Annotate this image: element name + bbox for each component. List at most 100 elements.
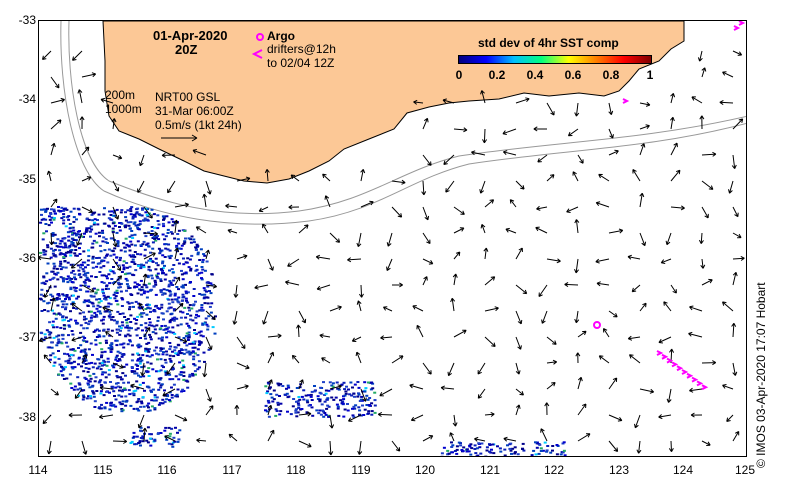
sst-cell-0 [189, 318, 193, 321]
sst-cell-0 [113, 297, 117, 300]
sst-cell-0 [163, 256, 167, 258]
sst-cell-0 [84, 279, 88, 282]
sst-cell-0 [205, 281, 209, 284]
sst-cell-0 [47, 330, 51, 333]
sst-cell-0 [199, 330, 203, 333]
current-arrow [699, 115, 705, 130]
sst-cell-0 [48, 358, 52, 361]
sst-cell-0 [163, 264, 166, 267]
sst-cell-0 [49, 256, 53, 259]
sst-cell-1 [279, 410, 283, 413]
sst-cell-0 [179, 316, 183, 319]
sst-cell-1 [327, 414, 331, 417]
sst-cell-0 [124, 211, 127, 214]
sst-cell-0 [187, 335, 191, 337]
sst-cell-0 [92, 239, 96, 242]
sst-cell-0 [146, 208, 150, 211]
sst-cell-0 [191, 372, 194, 375]
sst-cell-0 [133, 281, 137, 284]
sst-cell-0 [81, 394, 85, 397]
sst-cell-0 [72, 360, 76, 363]
sst-cell-0 [83, 350, 87, 353]
sst-cell-0 [176, 233, 180, 235]
sst-cell-1 [337, 414, 341, 417]
sst-cell-0 [190, 342, 194, 345]
sst-cell-0 [177, 229, 181, 232]
sst-cell-0 [189, 238, 193, 241]
sst-cell-0 [105, 310, 108, 313]
sst-cell-0 [168, 391, 172, 394]
sst-cell-0 [53, 272, 57, 275]
current-arrow [111, 118, 117, 130]
sst-cell-0 [140, 400, 143, 403]
sst-cell-0 [63, 327, 66, 330]
sst-cell-0 [79, 324, 83, 327]
sst-cell-0 [87, 249, 90, 252]
sst-cell-0 [179, 310, 183, 313]
current-arrow [450, 297, 456, 312]
sst-cell-0 [193, 352, 197, 355]
drifter-track-point [686, 372, 694, 379]
sst-cell-0 [82, 280, 86, 283]
sst-cell-4 [78, 233, 82, 236]
sst-cell-0 [82, 370, 86, 373]
sst-cell-0 [63, 318, 66, 321]
current-arrow [291, 354, 300, 364]
sst-cell-0 [82, 318, 86, 321]
sst-cell-4 [40, 218, 44, 221]
current-arrow [386, 232, 393, 247]
sst-cell-0 [62, 378, 66, 380]
sst-cell-0 [176, 343, 180, 346]
sst-cell-0 [156, 214, 160, 217]
sst-cell-0 [118, 286, 122, 289]
sst-cell-0 [100, 356, 103, 359]
sst-cell-0 [118, 333, 122, 336]
current-arrow [422, 435, 434, 442]
sst-cell-1 [268, 386, 272, 389]
sst-cell-1 [358, 409, 362, 412]
sst-cell-0 [94, 343, 98, 346]
current-arrow [267, 351, 275, 364]
sst-cell-0 [109, 351, 113, 353]
sst-cell-0 [125, 266, 129, 269]
current-arrow [205, 405, 214, 416]
sst-cell-2 [551, 445, 555, 447]
sst-cell-4 [43, 253, 47, 256]
sst-cell-0 [136, 292, 140, 295]
sst-cell-0 [113, 281, 117, 283]
sst-cell-1 [302, 389, 306, 392]
sst-cell-0 [112, 390, 116, 393]
sst-cell-1 [290, 390, 294, 393]
sst-cell-2 [496, 445, 499, 448]
sst-cell-0 [93, 311, 97, 314]
sst-cell-0 [181, 229, 185, 232]
sst-cell-0 [170, 396, 174, 399]
sst-cell-0 [52, 312, 56, 315]
sst-cell-2 [487, 456, 490, 457]
sst-cell-0 [98, 310, 102, 313]
sst-cell-0 [150, 399, 154, 402]
colorbar-tick-1: 1 [646, 68, 654, 82]
current-arrow [164, 435, 176, 442]
sst-cell-4 [75, 218, 78, 221]
sst-cell-0 [190, 254, 194, 257]
sst-cell-0 [136, 253, 139, 256]
sst-cell-0 [117, 286, 121, 289]
sst-cell-1 [342, 381, 346, 384]
sst-cell-0 [102, 292, 105, 295]
sst-cell-0 [56, 297, 60, 300]
sst-cell-0 [73, 385, 77, 388]
sst-cell-0 [112, 266, 115, 268]
sst-cell-2 [534, 453, 538, 456]
sst-cell-0 [49, 354, 53, 357]
sst-cell-0 [167, 221, 171, 224]
sst-cell-0 [150, 274, 154, 277]
sst-cell-0 [166, 232, 170, 234]
sst-cell-0 [142, 264, 146, 267]
sst-cell-0 [149, 234, 153, 236]
sst-cell-0 [139, 265, 143, 268]
sst-cell-0 [121, 372, 125, 375]
current-arrow [598, 355, 610, 364]
sst-cell-0 [151, 388, 155, 391]
sst-cell-0 [106, 357, 110, 360]
